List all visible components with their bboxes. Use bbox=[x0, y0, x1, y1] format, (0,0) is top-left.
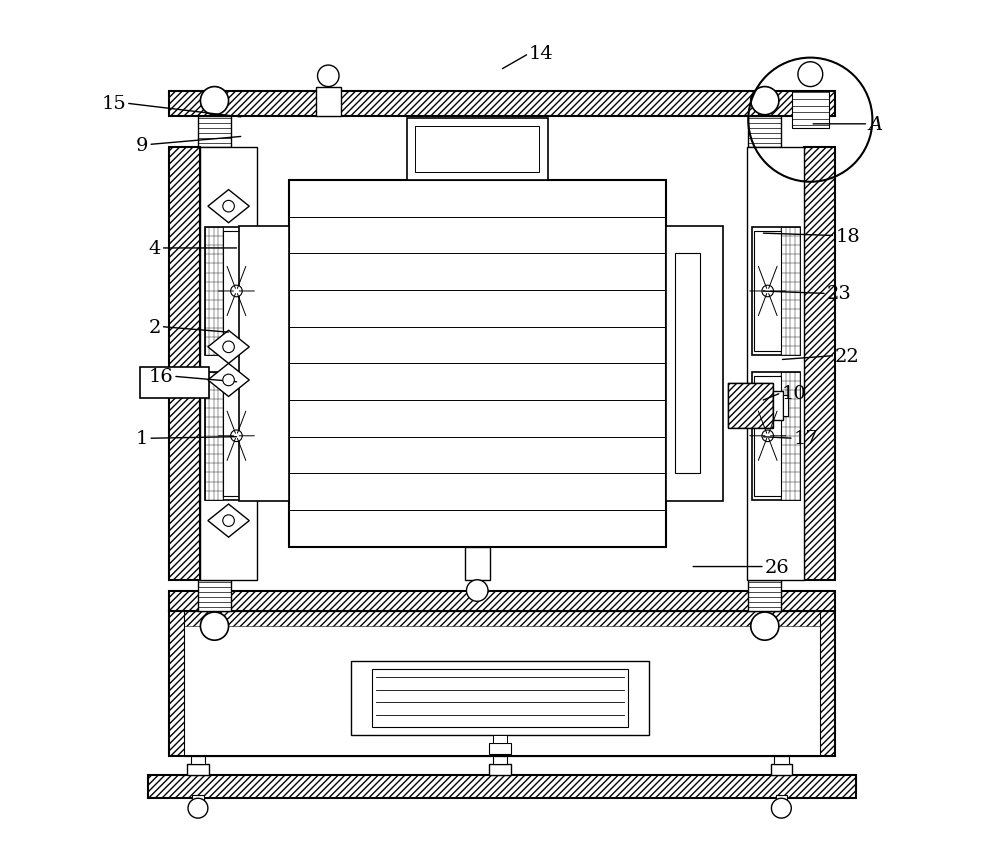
Bar bbox=[205, 227, 223, 356]
Bar bbox=[493, 756, 507, 765]
Text: 23: 23 bbox=[827, 285, 852, 303]
Bar bbox=[675, 254, 700, 474]
Bar bbox=[169, 611, 835, 756]
Circle shape bbox=[751, 612, 779, 641]
Text: 9: 9 bbox=[136, 136, 148, 154]
Text: 22: 22 bbox=[835, 347, 860, 365]
Polygon shape bbox=[208, 505, 249, 537]
Bar bbox=[351, 661, 649, 735]
Circle shape bbox=[223, 342, 234, 353]
Circle shape bbox=[466, 580, 488, 602]
Bar bbox=[773, 392, 783, 420]
Circle shape bbox=[223, 201, 234, 213]
Polygon shape bbox=[208, 364, 249, 397]
Bar bbox=[223, 376, 250, 496]
Bar bbox=[187, 765, 209, 775]
Circle shape bbox=[318, 66, 339, 88]
Bar bbox=[747, 148, 804, 580]
Bar bbox=[316, 88, 341, 116]
Text: 2: 2 bbox=[148, 319, 161, 336]
Bar bbox=[465, 547, 490, 580]
Bar bbox=[198, 116, 231, 148]
Bar bbox=[748, 580, 781, 611]
Bar bbox=[415, 127, 539, 172]
Circle shape bbox=[223, 515, 234, 527]
Bar bbox=[205, 227, 253, 356]
Bar bbox=[752, 227, 800, 356]
Circle shape bbox=[762, 286, 773, 297]
Bar bbox=[407, 119, 548, 181]
Bar bbox=[372, 669, 628, 728]
Bar bbox=[792, 91, 829, 129]
Bar bbox=[198, 580, 231, 611]
Text: 17: 17 bbox=[794, 430, 819, 448]
Bar bbox=[169, 591, 835, 611]
Bar bbox=[748, 116, 781, 148]
Bar bbox=[192, 795, 204, 805]
Bar bbox=[169, 148, 200, 580]
Circle shape bbox=[231, 430, 242, 442]
Circle shape bbox=[200, 88, 229, 115]
Bar bbox=[289, 181, 666, 547]
Text: 14: 14 bbox=[529, 46, 554, 64]
Bar bbox=[169, 91, 835, 116]
Circle shape bbox=[223, 375, 234, 387]
Bar bbox=[169, 611, 184, 756]
Text: 18: 18 bbox=[835, 227, 860, 245]
Circle shape bbox=[771, 798, 791, 818]
Bar bbox=[169, 148, 200, 580]
Polygon shape bbox=[208, 190, 249, 224]
Bar bbox=[239, 226, 289, 501]
Bar bbox=[140, 367, 209, 399]
Bar bbox=[191, 756, 205, 765]
Circle shape bbox=[188, 798, 208, 818]
Bar bbox=[200, 148, 257, 580]
Text: 26: 26 bbox=[765, 558, 790, 576]
Bar bbox=[169, 91, 835, 116]
Bar bbox=[223, 232, 250, 351]
Bar bbox=[184, 611, 820, 627]
Bar bbox=[804, 148, 835, 580]
Bar bbox=[774, 756, 789, 765]
Bar bbox=[776, 795, 787, 805]
Bar bbox=[754, 376, 781, 496]
Bar bbox=[754, 232, 781, 351]
Polygon shape bbox=[208, 331, 249, 364]
Bar bbox=[781, 372, 800, 500]
Bar bbox=[820, 611, 835, 756]
Circle shape bbox=[798, 63, 823, 88]
Bar bbox=[783, 396, 788, 417]
Bar bbox=[489, 743, 511, 753]
Bar bbox=[728, 383, 773, 429]
Text: 4: 4 bbox=[148, 239, 161, 257]
Bar bbox=[489, 765, 511, 775]
Bar bbox=[752, 372, 800, 500]
Circle shape bbox=[762, 430, 773, 442]
Bar bbox=[205, 372, 223, 500]
Text: 10: 10 bbox=[781, 384, 806, 402]
Text: A: A bbox=[868, 115, 882, 133]
Bar bbox=[148, 775, 856, 798]
Circle shape bbox=[751, 88, 779, 115]
Text: 15: 15 bbox=[101, 95, 126, 113]
Bar bbox=[728, 383, 773, 429]
Bar bbox=[771, 765, 792, 775]
Bar bbox=[781, 227, 800, 356]
Bar bbox=[169, 591, 835, 611]
Text: 16: 16 bbox=[148, 368, 173, 386]
Bar bbox=[205, 372, 253, 500]
Circle shape bbox=[231, 286, 242, 297]
Bar bbox=[148, 775, 856, 798]
Bar bbox=[804, 148, 835, 580]
Bar bbox=[493, 734, 507, 743]
Bar bbox=[666, 226, 723, 501]
Bar bbox=[184, 611, 820, 756]
Text: 1: 1 bbox=[136, 430, 148, 448]
Circle shape bbox=[200, 612, 229, 641]
